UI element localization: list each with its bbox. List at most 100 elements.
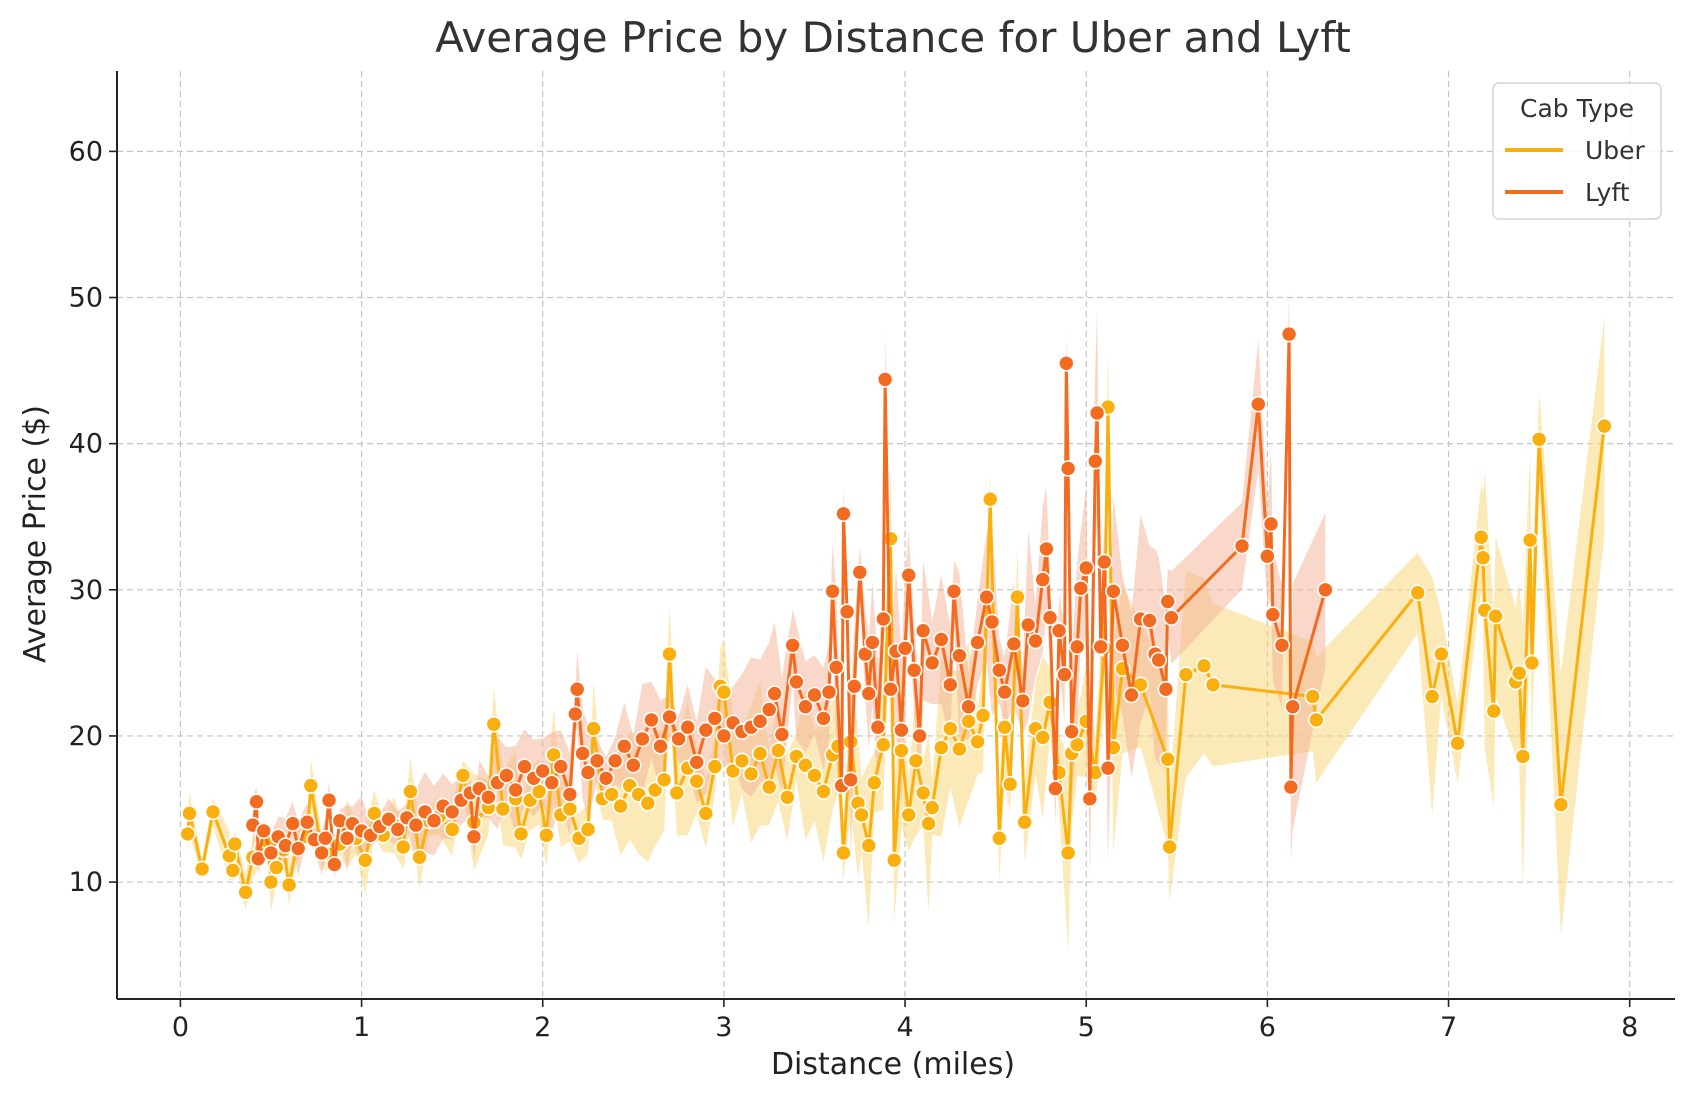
data-point-lyft (313, 844, 331, 862)
data-point-lyft (945, 582, 963, 600)
data-point-lyft (827, 658, 845, 676)
data-point-lyft (896, 639, 914, 657)
data-point-uber (1195, 657, 1213, 675)
x-tick-label: 6 (1259, 1012, 1276, 1043)
data-point-lyft (860, 685, 878, 702)
data-point-lyft (1264, 606, 1282, 623)
data-point-uber (1449, 734, 1466, 752)
data-point-uber (268, 859, 285, 876)
data-point-uber (411, 848, 428, 866)
data-point-uber (612, 797, 629, 815)
data-point-lyft (643, 711, 660, 729)
data-point-lyft (876, 371, 894, 388)
data-point-lyft (1014, 692, 1032, 710)
series-lines (179, 325, 1613, 901)
data-point-lyft (1233, 537, 1251, 555)
data-point-uber (751, 745, 769, 762)
data-point-lyft (543, 774, 561, 792)
y-tick-label: 40 (69, 429, 103, 460)
x-tick-label: 7 (1440, 1012, 1457, 1043)
data-point-lyft (1096, 553, 1113, 571)
data-point-lyft (1077, 559, 1095, 577)
data-point-lyft (338, 829, 356, 847)
data-point-uber (914, 784, 932, 802)
data-point-lyft (480, 788, 497, 806)
data-point-uber (688, 772, 706, 790)
data-point-uber (1034, 729, 1051, 746)
legend: Cab Type Uber Lyft (1492, 82, 1662, 220)
data-point-lyft (425, 812, 443, 830)
y-tick-label: 20 (69, 721, 103, 752)
y-tick-label: 10 (69, 867, 103, 898)
data-point-lyft (960, 698, 977, 716)
data-point-lyft (552, 758, 570, 775)
x-tick-label: 5 (1078, 1012, 1095, 1043)
data-point-lyft (652, 737, 669, 755)
data-point-lyft (760, 701, 778, 718)
data-point-uber (237, 883, 254, 901)
data-point-lyft (588, 752, 606, 770)
data-point-uber (1514, 748, 1532, 765)
data-point-uber (494, 800, 512, 818)
data-point-uber (538, 826, 555, 844)
data-point-uber (1423, 688, 1441, 705)
data-point-lyft (688, 753, 706, 771)
data-point-uber (1161, 838, 1178, 856)
data-point-uber (1487, 607, 1504, 625)
data-point-uber (1177, 666, 1195, 683)
data-point-uber (853, 806, 870, 824)
data-point-lyft (751, 712, 769, 730)
data-point-lyft (835, 505, 852, 523)
data-point-uber (724, 762, 742, 780)
data-point-uber (969, 733, 986, 751)
data-point-uber (715, 683, 733, 701)
data-point-uber (1530, 430, 1548, 448)
data-point-uber (454, 767, 472, 784)
data-point-lyft (951, 647, 968, 664)
data-point-uber (1552, 796, 1570, 813)
data-point-lyft (1027, 632, 1044, 650)
data-point-lyft (990, 661, 1008, 679)
data-point-lyft (507, 781, 524, 799)
data-point-uber (1059, 844, 1077, 862)
data-point-lyft (1099, 759, 1117, 777)
data-point-uber (262, 873, 280, 891)
data-point-uber (1409, 584, 1426, 602)
data-point-uber (1521, 531, 1539, 549)
data-point-lyft (983, 613, 1001, 631)
data-point-uber (655, 771, 673, 789)
data-point-lyft (1114, 636, 1131, 654)
data-point-lyft (869, 718, 887, 736)
data-point-lyft (1005, 635, 1023, 653)
data-point-uber (1433, 645, 1450, 663)
data-point-uber (1308, 711, 1325, 729)
data-point-lyft (326, 856, 343, 873)
data-point-lyft (1038, 540, 1055, 558)
data-point-uber (996, 718, 1014, 736)
data-point-lyft (1063, 723, 1080, 740)
data-point-lyft (1041, 609, 1059, 626)
data-point-uber (706, 758, 724, 775)
data-point-lyft (298, 813, 316, 831)
data-point-uber (1474, 549, 1492, 567)
data-point-uber (1016, 813, 1033, 831)
data-point-uber (639, 794, 657, 812)
data-point-lyft (568, 680, 586, 698)
legend-title: Cab Type (1520, 94, 1634, 123)
data-point-lyft (911, 727, 928, 745)
data-point-lyft (566, 705, 584, 723)
y-tick-label: 30 (69, 575, 103, 606)
data-point-lyft (316, 829, 334, 847)
data-point-lyft (634, 730, 651, 748)
data-point-lyft (1159, 593, 1176, 610)
data-point-lyft (465, 828, 483, 846)
data-point-uber (981, 490, 999, 508)
data-point-lyft (914, 622, 932, 640)
data-point-uber (885, 851, 903, 869)
data-point-lyft (788, 673, 805, 691)
data-point-uber (1041, 693, 1059, 711)
data-point-uber (874, 736, 892, 754)
data-point-lyft (1282, 778, 1300, 796)
data-point-uber (960, 712, 977, 730)
